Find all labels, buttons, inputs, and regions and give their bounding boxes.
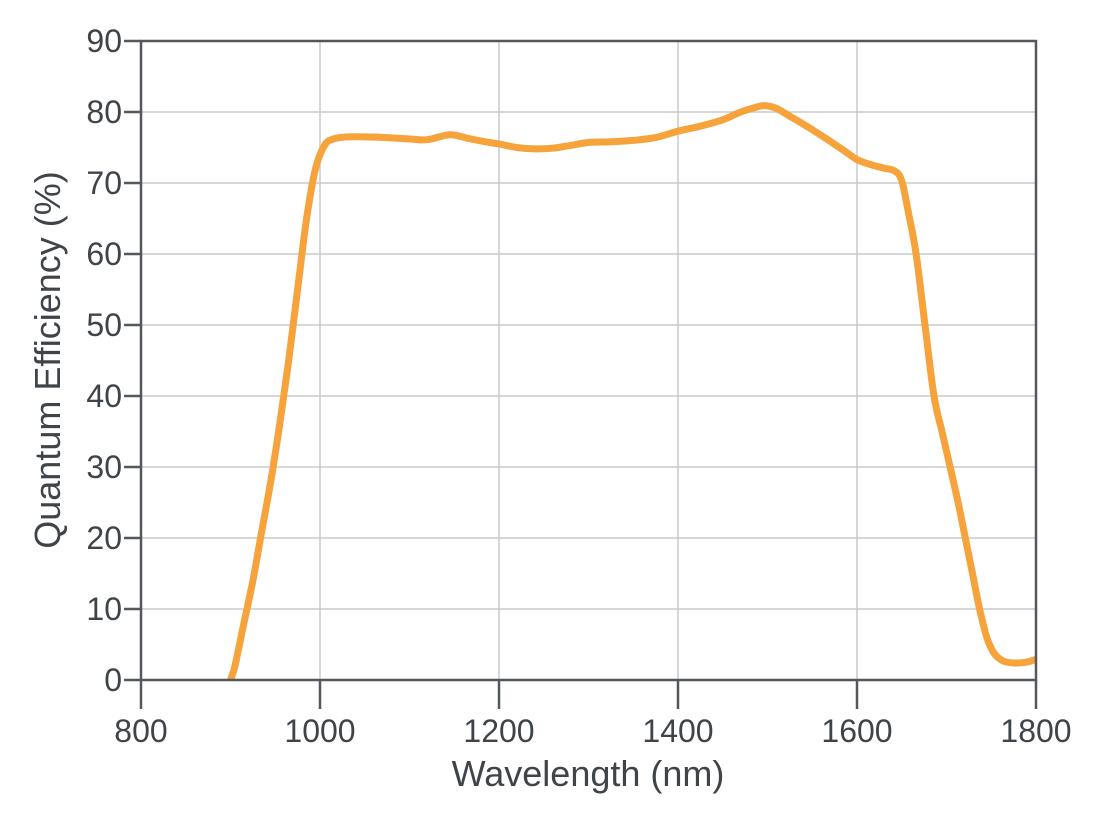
- y-tick-label: 40: [86, 378, 122, 414]
- x-tick-label: 1800: [1000, 713, 1071, 749]
- x-tick-label: 1400: [642, 713, 713, 749]
- quantum-efficiency-curve: [227, 102, 1036, 680]
- y-tick-label: 20: [86, 520, 122, 556]
- y-tick-label: 70: [86, 165, 122, 201]
- tick-label-layer: 800 1000 1200 1400 1600 1800 0 10 20 30 40 50 60 70 80…: [86, 23, 1071, 749]
- y-tick-label: 30: [86, 449, 122, 485]
- x-tick-label: 1600: [821, 713, 892, 749]
- frame-layer: [139, 39, 1038, 682]
- plot-frame: [139, 39, 1038, 682]
- x-axis-title: Wavelength (nm): [452, 753, 725, 794]
- grid-layer: [141, 41, 1036, 680]
- y-tick-label: 0: [104, 662, 122, 698]
- y-tick-label: 50: [86, 307, 122, 343]
- y-tick-label: 10: [86, 591, 122, 627]
- x-tick-label: 800: [114, 713, 167, 749]
- y-tick-label: 90: [86, 23, 122, 59]
- y-tick-label: 80: [86, 94, 122, 130]
- tick-layer: [124, 39, 1038, 709]
- x-tick-label: 1200: [463, 713, 534, 749]
- x-tick-label: 1000: [284, 713, 355, 749]
- y-tick-label: 60: [86, 236, 122, 272]
- curve-layer: [227, 102, 1036, 680]
- y-axis-title: Quantum Efficiency (%): [27, 171, 68, 548]
